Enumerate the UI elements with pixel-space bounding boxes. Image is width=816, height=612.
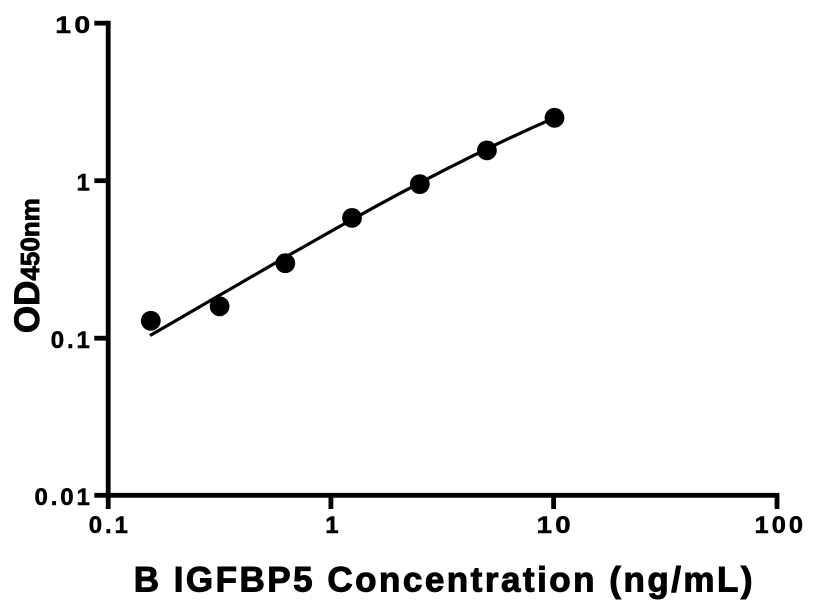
svg-text:1: 1 [325,512,341,539]
svg-text:OD450nm: OD450nm [8,198,47,333]
svg-text:1: 1 [77,169,93,196]
svg-text:B IGFBP5 Concentration (ng/mL): B IGFBP5 Concentration (ng/mL) [134,560,755,599]
svg-text:0.1: 0.1 [51,327,93,354]
svg-text:100: 100 [755,513,807,539]
svg-text:0.1: 0.1 [89,512,131,539]
svg-text:0.01: 0.01 [34,484,92,511]
svg-text:10: 10 [537,512,574,538]
svg-text:10: 10 [55,11,93,38]
